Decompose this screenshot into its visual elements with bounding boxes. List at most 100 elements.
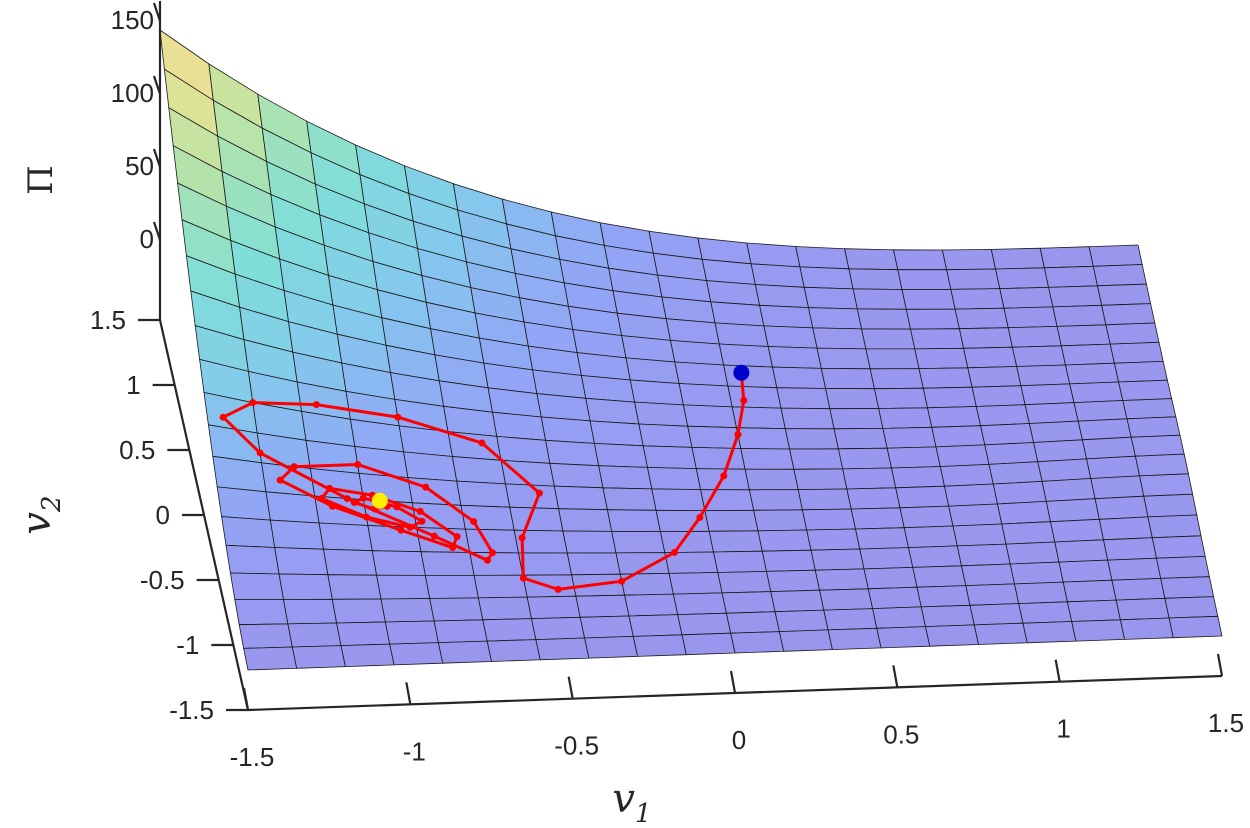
surface-face [323, 548, 378, 576]
surface-face [1014, 581, 1068, 605]
surface-face [806, 528, 861, 551]
surface-face [714, 322, 769, 347]
y-tick-label: 0 [156, 500, 170, 530]
surface-face [980, 423, 1035, 446]
surface-face [509, 506, 564, 532]
surface-face [553, 485, 608, 511]
trajectory-point [430, 532, 438, 540]
y-tick-label: -1.5 [169, 695, 214, 725]
start-marker [733, 364, 750, 381]
surface-face [1088, 244, 1143, 267]
surface-face [710, 301, 765, 327]
trajectory-point [219, 413, 227, 421]
surface-face [958, 327, 1013, 349]
surface-mesh [159, 29, 1223, 671]
surface-face [810, 548, 865, 571]
x-tick-label: 0.5 [883, 719, 919, 749]
surface-face [793, 468, 848, 491]
surface-face [579, 615, 634, 639]
surface-face [269, 519, 324, 550]
surface-face [1077, 418, 1132, 441]
surface-face [1081, 436, 1136, 460]
z-tick-label: 50 [125, 151, 154, 181]
surface-face [1066, 599, 1121, 622]
x-tick-mark [567, 676, 574, 699]
surface-face [1065, 362, 1120, 385]
surface-face [914, 347, 969, 370]
trajectory-point [671, 548, 678, 556]
surface-face [757, 529, 812, 552]
surface-face [628, 614, 683, 637]
surface-face [1119, 617, 1174, 640]
surface-face [518, 552, 573, 576]
surface-face [876, 626, 931, 649]
surface-face [274, 547, 329, 576]
surface-face [754, 284, 809, 309]
trajectory-point [416, 507, 424, 515]
surface-face [1139, 473, 1194, 497]
surface-face [784, 428, 839, 450]
trajectory-point [696, 513, 704, 521]
surface-face [238, 623, 293, 649]
surface-face [1143, 493, 1198, 518]
surface-face [946, 268, 1001, 290]
surface-face [1060, 343, 1115, 366]
surface-face [925, 624, 979, 647]
surface-face [283, 598, 338, 625]
surface-face [848, 268, 903, 290]
trajectory-point [453, 533, 461, 541]
surface-face [829, 408, 884, 430]
surface-face [566, 552, 621, 576]
surface-face [897, 269, 952, 290]
surface-face [1103, 537, 1157, 561]
surface-face [665, 318, 720, 345]
surface-face [893, 249, 948, 271]
surface-face [721, 591, 776, 614]
surface-face [842, 467, 897, 490]
surface-face [536, 393, 591, 422]
surface-face [486, 639, 541, 662]
surface-face [585, 397, 640, 425]
surface-face [1118, 379, 1173, 401]
surface-face [869, 368, 924, 390]
surface-face [668, 572, 723, 595]
trajectory-point [470, 517, 478, 525]
surface-face [531, 616, 586, 641]
axis-labels: v1 v2 Π [14, 165, 652, 828]
surface-face [593, 442, 648, 468]
surface-face [624, 593, 679, 617]
surface-face [927, 406, 982, 428]
z-tick-label: 100 [111, 78, 154, 108]
surface-face [1001, 521, 1056, 545]
x-tick-label: -1 [403, 736, 426, 766]
surface-face [975, 404, 1030, 427]
surface-face [903, 525, 958, 549]
surface-face [988, 461, 1043, 485]
surface-face [708, 530, 763, 553]
surface-face [1054, 539, 1109, 563]
surface-face [562, 530, 617, 554]
surface-face [967, 366, 1022, 388]
surface-face [873, 387, 928, 409]
x-tick-mark [1216, 653, 1224, 677]
surface-face [1018, 601, 1073, 624]
x-tick-label: -1.5 [230, 742, 275, 772]
surface-face [482, 618, 537, 642]
surface-face [677, 612, 732, 636]
surface-face [856, 308, 911, 330]
surface-face [451, 456, 506, 485]
surface-face [526, 595, 581, 620]
surface-face [1020, 383, 1075, 406]
surface-face [433, 619, 488, 644]
trajectory-point [359, 494, 367, 502]
surface-face [916, 585, 971, 608]
surface-face [823, 608, 878, 631]
surface-face [990, 247, 1045, 270]
y-tick-label: 1 [126, 370, 140, 400]
surface-face [598, 465, 653, 490]
surface-face [1003, 306, 1058, 329]
trajectory-point [422, 483, 430, 491]
trajectory-point [328, 502, 336, 510]
trajectory-point [354, 461, 362, 469]
surface-face [812, 327, 867, 350]
